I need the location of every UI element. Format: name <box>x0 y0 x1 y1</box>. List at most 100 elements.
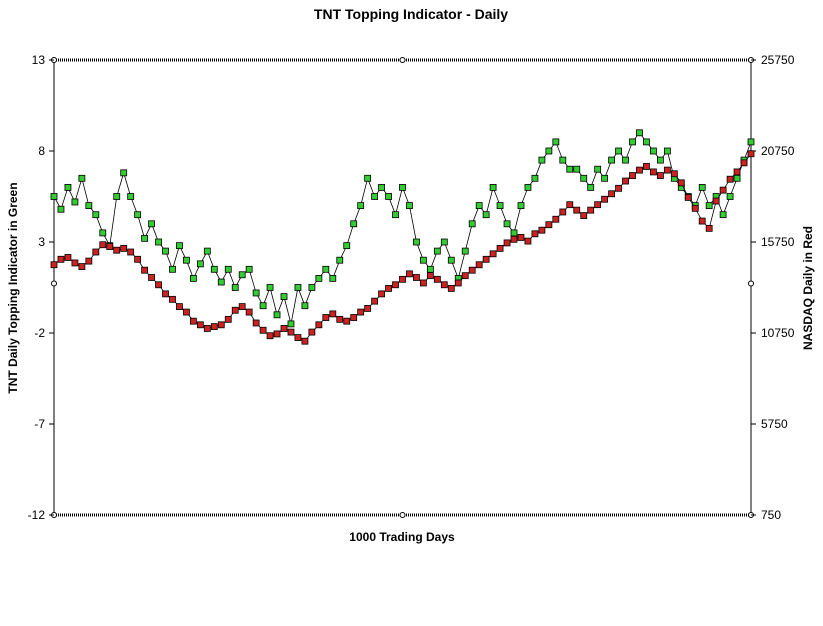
nasdaq-point <box>608 190 615 198</box>
nasdaq-point <box>50 261 58 269</box>
topping-indicator-point <box>134 211 142 219</box>
topping-indicator-point <box>482 211 490 219</box>
topping-indicator-point <box>629 138 636 146</box>
nasdaq-point <box>385 285 392 292</box>
topping-indicator-point <box>719 211 727 219</box>
topping-indicator-point <box>726 193 734 200</box>
nasdaq-point <box>308 328 316 336</box>
topping-indicator-point <box>162 247 169 255</box>
nasdaq-point <box>517 234 525 241</box>
topping-indicator-point <box>461 247 469 255</box>
topping-indicator-point <box>322 265 330 273</box>
right-tick-label: 750 <box>761 508 781 522</box>
nasdaq-point <box>113 246 121 254</box>
topping-indicator-point <box>524 183 532 191</box>
topping-indicator-point <box>273 311 281 319</box>
left-tick-label: -12 <box>28 508 46 522</box>
nasdaq-point <box>677 179 685 187</box>
topping-indicator-point <box>196 260 204 268</box>
right-tick-label: 15750 <box>761 235 795 249</box>
nasdaq-point <box>106 243 114 250</box>
nasdaq-point <box>524 237 532 245</box>
nasdaq-point <box>378 290 385 298</box>
topping-indicator-point <box>183 256 190 264</box>
topping-indicator-point <box>406 202 413 210</box>
topping-indicator-point <box>329 274 337 282</box>
nasdaq-line <box>53 153 752 342</box>
nasdaq-point <box>622 177 629 185</box>
right-tick-label: 20750 <box>761 144 795 158</box>
nasdaq-point <box>162 290 169 298</box>
topping-indicator-point <box>364 174 372 182</box>
nasdaq-point <box>399 275 406 283</box>
topping-indicator-point <box>615 147 622 155</box>
topping-indicator-point <box>531 174 539 182</box>
topping-indicator-point <box>371 193 379 200</box>
topping-indicator-point <box>566 165 574 173</box>
topping-indicator-point <box>287 320 295 328</box>
nasdaq-point <box>224 315 232 323</box>
topping-indicator-point <box>224 265 232 273</box>
topping-indicator-point <box>517 202 525 210</box>
nasdaq-point <box>148 274 155 281</box>
nasdaq-point <box>643 163 650 170</box>
nasdaq-point <box>566 201 574 209</box>
nasdaq-point <box>489 250 497 258</box>
nasdaq-point <box>357 308 365 316</box>
topping-indicator-point <box>259 302 267 310</box>
topping-indicator-point <box>378 183 385 191</box>
nasdaq-point <box>231 306 239 314</box>
nasdaq-point <box>496 244 504 252</box>
topping-indicator-point <box>580 174 588 182</box>
nasdaq-point <box>294 334 302 341</box>
nasdaq-point <box>280 325 288 332</box>
topping-indicator-point <box>552 138 560 146</box>
nasdaq-point <box>733 168 741 176</box>
topping-indicator-point <box>594 165 602 173</box>
nasdaq-point <box>426 272 434 280</box>
topping-indicator-point <box>336 256 344 264</box>
topping-indicator-point <box>280 293 288 301</box>
topping-indicator-point <box>447 256 455 264</box>
nasdaq-point <box>315 321 323 329</box>
nasdaq-point <box>210 323 218 331</box>
topping-indicator-point <box>440 238 448 246</box>
nasdaq-point <box>99 241 107 249</box>
nasdaq-point <box>120 244 128 252</box>
nasdaq-point <box>196 321 204 329</box>
topping-indicator-point <box>308 284 316 291</box>
topping-indicator-point <box>189 274 197 282</box>
topping-indicator-point <box>747 138 755 146</box>
topping-indicator-point <box>210 265 218 273</box>
nasdaq-point <box>545 221 553 229</box>
nasdaq-point <box>510 235 518 243</box>
topping-indicator-point <box>510 229 518 237</box>
topping-indicator-point <box>705 202 713 210</box>
topping-indicator-point <box>650 147 657 155</box>
topping-indicator-point <box>141 234 149 242</box>
nasdaq-point <box>538 226 546 234</box>
nasdaq-point <box>134 255 142 263</box>
nasdaq-point <box>413 274 420 281</box>
topping-indicator-point <box>733 174 741 182</box>
topping-indicator-point <box>252 289 260 297</box>
nasdaq-point <box>57 255 65 263</box>
nasdaq-point <box>169 295 176 303</box>
topping-indicator-point <box>392 211 399 219</box>
nasdaq-point <box>747 150 755 158</box>
nasdaq-point <box>691 204 699 212</box>
nasdaq-point <box>482 255 490 263</box>
topping-indicator-point <box>468 220 476 228</box>
nasdaq-point <box>64 254 72 261</box>
topping-indicator-point <box>385 193 392 200</box>
nasdaq-point <box>475 261 483 269</box>
topping-indicator-point <box>503 220 511 228</box>
nasdaq-point <box>615 184 622 192</box>
nasdaq-point <box>454 279 462 287</box>
nasdaq-point <box>183 308 190 316</box>
frame-marker <box>748 280 754 287</box>
topping-indicator-point <box>636 129 643 137</box>
topping-indicator-point <box>399 183 406 191</box>
